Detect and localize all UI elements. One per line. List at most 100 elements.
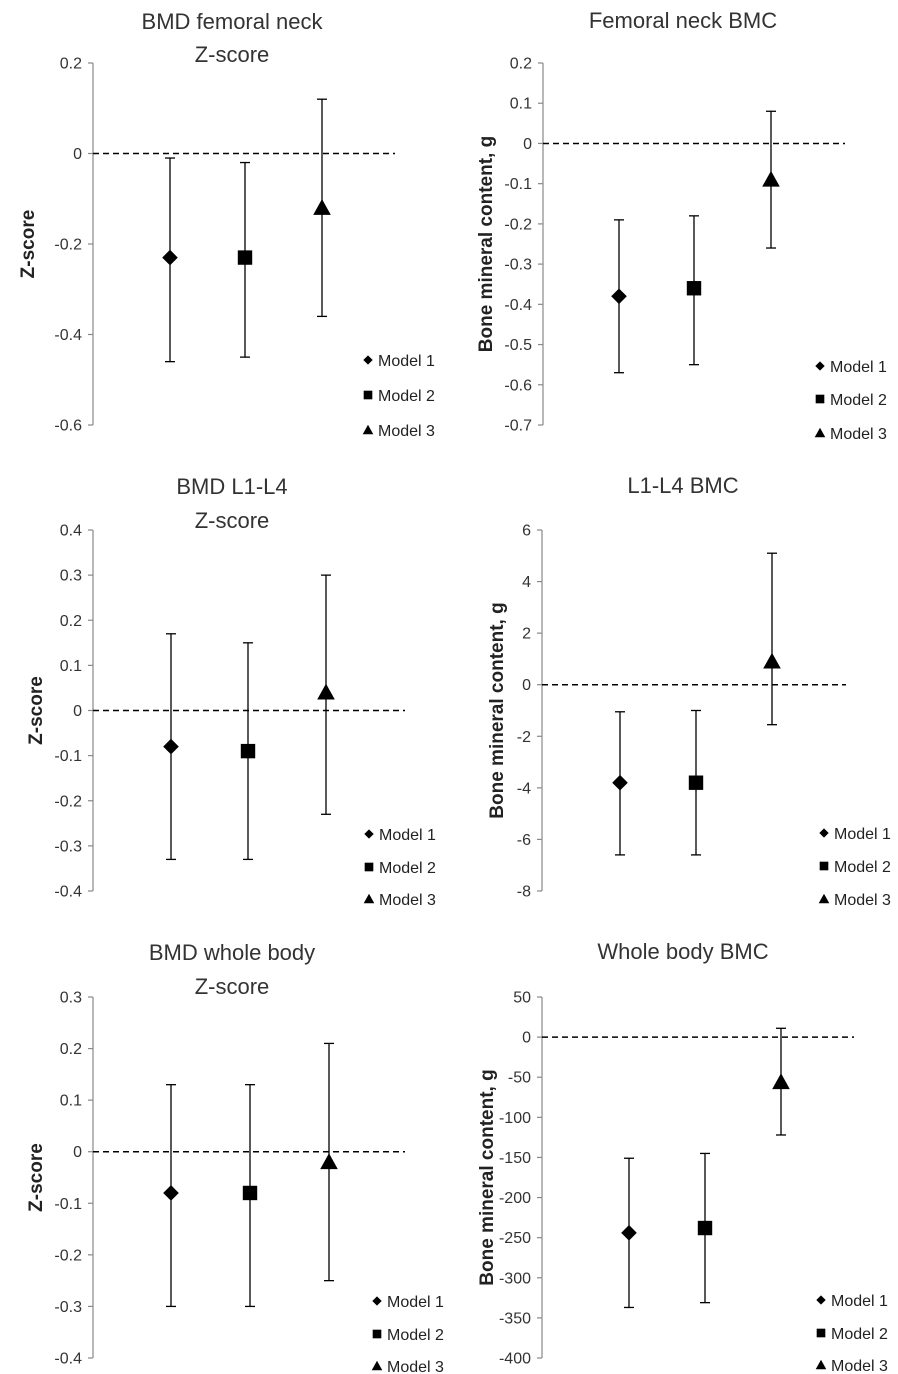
y-tick-label: 0 [523,136,532,153]
legend-label-model-3: Model 3 [379,892,436,909]
legend-label-model-1: Model 1 [830,359,887,376]
y-tick-label: 50 [513,990,531,1007]
y-tick-label: -0.4 [54,327,82,344]
data-point-model-3 [772,1073,790,1090]
y-tick-label: -0.4 [54,884,82,901]
y-tick-label: -0.6 [54,418,82,435]
square-icon [816,1328,826,1338]
chart-title: Femoral neck BMC [589,8,777,33]
legend-label-model-2: Model 2 [379,860,436,877]
y-tick-label: -300 [499,1270,531,1287]
y-tick-label: 0.2 [510,56,532,73]
y-tick-label: 0 [73,1144,82,1161]
data-point-model-2 [688,775,704,790]
y-tick-label: -0.1 [54,748,82,765]
square-icon [815,394,825,404]
square-icon [364,862,374,872]
triangle-icon [814,427,826,438]
y-tick-label: -0.6 [504,377,532,394]
y-axis-label: Bone mineral content, g [476,136,497,352]
chart-panel-2: Femoral neck BMC 0.2 0.1 0 -0.1 -0.2 -0.3 -0.4 -… [476,8,887,443]
y-tick-label: 4 [522,574,531,591]
diamond-icon [816,1295,826,1305]
y-tick-label: -350 [499,1310,531,1327]
y-axis-label: Z-score [18,210,39,279]
chart-title: Whole body BMC [597,939,768,964]
chart-title: BMD femoral neck [142,9,324,34]
chart-panel-3: BMD L1-L4 Z-score 0.4 0.3 0.2 0.1 0 -0.1 -0.2 -0.… [26,474,436,909]
y-tick-label: 0.2 [60,56,82,73]
legend-label-model-3: Model 3 [830,426,887,443]
legend-label-model-3: Model 3 [378,423,435,440]
y-tick-label: 0.1 [60,658,82,675]
y-axis-label: Bone mineral content, g [477,1069,498,1285]
y-axis-label: Z-score [26,676,47,745]
legend-label-model-1: Model 1 [387,1294,444,1311]
data-point-model-2 [240,743,256,759]
chart-panel-1: BMD femoral neck Z-score 0.2 0 -0.2 -0.4 -0.6 Z… [18,9,435,440]
legend-label-model-2: Model 2 [830,392,887,409]
data-point-model-2 [697,1220,713,1236]
y-tick-label: -0.7 [504,418,532,435]
y-tick-label: -100 [499,1110,531,1127]
y-tick-label: -250 [499,1230,531,1247]
y-tick-label: -0.5 [504,337,532,354]
data-point-model-1 [163,1185,179,1201]
y-tick-label: -0.3 [54,838,82,855]
chart-title: BMD L1-L4 [176,474,287,499]
y-tick-label: -0.3 [504,257,532,274]
y-tick-label: -200 [499,1190,531,1207]
data-point-model-3 [762,170,780,187]
y-axis-label: Z-score [26,1143,47,1212]
y-tick-label: -0.2 [504,216,532,233]
y-tick-label: 0.2 [60,613,82,630]
y-tick-label: -400 [499,1351,531,1368]
legend-label-model-1: Model 1 [834,826,891,843]
y-tick-label: -0.2 [54,793,82,810]
y-tick-label: 0 [73,146,82,163]
diamond-icon [364,829,374,839]
chart-panel-5: BMD whole body Z-score 0.3 0.2 0.1 0 -0.1 -0.2 -… [26,940,444,1374]
y-axis-label: Bone mineral content, g [487,602,508,818]
y-tick-label: -0.4 [54,1351,82,1368]
y-tick-label: -0.3 [54,1299,82,1316]
data-point-model-1 [612,774,628,791]
y-tick-label: 0.1 [60,1093,82,1110]
y-tick-label: 6 [522,523,531,540]
legend-label-model-3: Model 3 [831,1358,888,1374]
diamond-icon [363,355,373,365]
legend-label-model-1: Model 1 [378,353,435,370]
triangle-icon [371,1360,383,1371]
y-tick-label: 0.4 [60,523,82,540]
triangle-icon [362,424,374,435]
triangle-icon [815,1359,827,1370]
data-point-model-2 [237,250,253,265]
chart-title: Z-score [195,508,270,533]
y-tick-label: 0 [522,1030,531,1047]
square-icon [819,861,829,871]
diamond-icon [372,1296,382,1306]
data-point-model-1 [162,249,178,266]
y-tick-label: -150 [499,1150,531,1167]
diamond-icon [815,361,825,371]
legend-label-model-3: Model 3 [834,892,891,909]
diamond-icon [819,828,829,838]
y-tick-label: 0.3 [60,568,82,585]
y-tick-label: 0.1 [510,96,532,113]
y-tick-label: -0.1 [54,1196,82,1213]
y-tick-label: -6 [517,832,531,849]
chart-title: Z-score [195,974,270,999]
y-tick-label: 2 [522,626,531,643]
data-point-model-1 [621,1225,637,1241]
legend-label-model-2: Model 2 [831,1326,888,1343]
data-point-model-2 [242,1185,258,1201]
legend-label-model-1: Model 1 [379,827,436,844]
y-tick-label: -8 [517,884,531,901]
y-tick-label: 0.3 [60,990,82,1007]
data-point-model-3 [313,199,331,215]
chart-title: BMD whole body [149,940,315,965]
data-point-model-1 [611,288,627,305]
chart-title: Z-score [195,42,270,67]
y-tick-label: 0 [522,677,531,694]
